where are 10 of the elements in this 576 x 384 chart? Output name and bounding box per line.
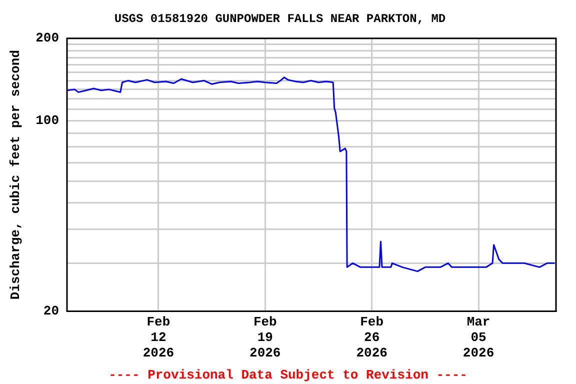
y-axis-title: Discharge, cubic feet per second: [8, 50, 24, 300]
x-tick-label: Feb 19 2026: [250, 314, 281, 360]
y-tick-label: 200: [36, 30, 60, 46]
text: ---- Provisional Data Subject to Revision ----: [108, 367, 468, 382]
x-tick-label: Mar 05 2026: [462, 314, 494, 360]
y-tick-label: 100: [36, 112, 60, 128]
chart-title: USGS 01581920 GUNPOWDER FALLS NEAR PARKTON, MD: [114, 12, 446, 26]
x-tick-label: Feb 12 2026: [142, 314, 174, 360]
y-tick-label: 20: [43, 303, 60, 318]
x-tick-label: Feb 26 2026: [356, 314, 388, 360]
